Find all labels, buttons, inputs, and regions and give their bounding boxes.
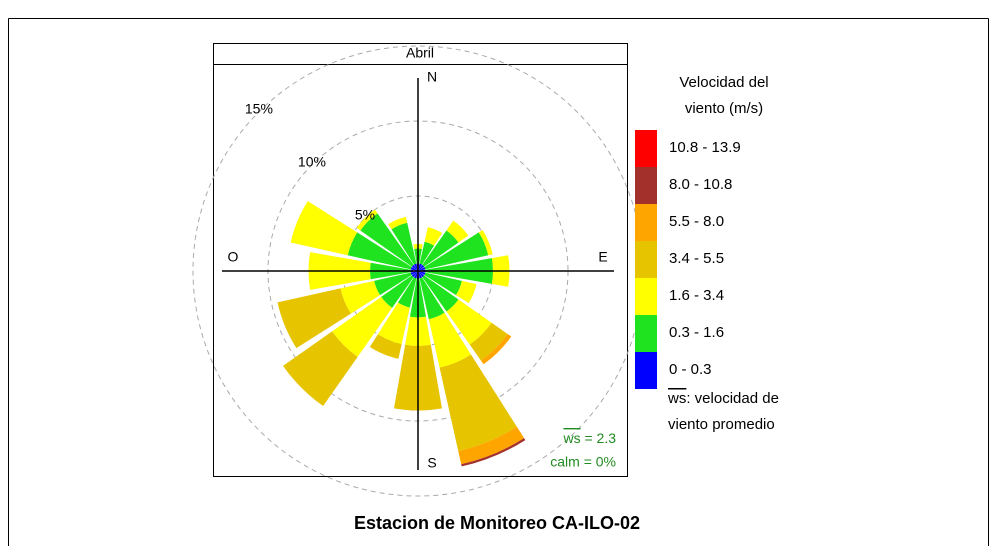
wedge-segment — [446, 299, 492, 345]
wedge-segment — [422, 275, 459, 312]
wedge-segment — [411, 264, 418, 271]
strip-title: Abril — [406, 45, 434, 61]
wedge-segment — [418, 271, 423, 279]
wedge-segment — [418, 263, 423, 271]
legend-label: 8.0 - 10.8 — [669, 176, 732, 193]
text: = 2.3 — [581, 430, 617, 446]
wedge-segment — [446, 220, 469, 243]
wedge-segment — [422, 230, 459, 267]
wedge-segment — [413, 263, 418, 271]
wedge-segment — [439, 354, 517, 452]
symbol: ws — [562, 430, 580, 446]
r-tick-label: 15% — [245, 101, 273, 117]
wedge-segment — [480, 333, 512, 365]
legend-swatch — [635, 204, 657, 241]
wedge-segment — [391, 222, 417, 265]
legend-swatch — [635, 130, 657, 167]
symbol: ws — [667, 390, 686, 407]
legend-swatch — [635, 241, 657, 278]
legend-title: Velocidad del — [679, 74, 768, 91]
legend-label: 5.5 - 8.0 — [669, 213, 724, 230]
legend-label: 0 - 0.3 — [669, 361, 712, 378]
legend-title: viento (m/s) — [685, 100, 763, 117]
wedge-segment — [377, 302, 410, 345]
r-tick-label: 10% — [298, 154, 326, 170]
wedge-segment — [469, 322, 508, 361]
wedge-segment — [458, 426, 525, 465]
wedge-segment — [428, 312, 472, 368]
legend-swatch — [635, 278, 657, 315]
wedge-segment — [413, 271, 418, 279]
wedge-segment — [419, 241, 435, 265]
mean-annotation: ws = 2.3 — [562, 430, 616, 446]
footer: Estacion de Monitoreo CA-ILO-02 — [354, 513, 640, 533]
direction-label: N — [427, 69, 437, 85]
legend-note: viento promedio — [668, 416, 775, 433]
direction-label: O — [228, 249, 239, 265]
wedge-segment — [410, 266, 418, 271]
legend-label: 10.8 - 13.9 — [669, 139, 741, 156]
wedge-segment — [381, 275, 414, 308]
wedge-segment — [374, 272, 412, 296]
wedge-segment — [411, 271, 418, 278]
wedge-segment — [478, 230, 493, 256]
wedge-segment — [332, 296, 393, 357]
plot: 5% 10% 15% N E S O — [192, 45, 644, 497]
wedge-segment — [290, 201, 358, 256]
calm-annotation: calm = 0% — [550, 454, 616, 470]
legend-swatch — [635, 315, 657, 352]
legend-swatch — [635, 167, 657, 204]
legend-label: 0.3 - 1.6 — [669, 324, 724, 341]
wedge-segment — [283, 331, 358, 406]
wedge-segment — [277, 288, 351, 349]
rest: : velocidad de — [686, 390, 779, 407]
legend-label: 1.6 - 3.4 — [669, 287, 724, 304]
wedge-segment — [418, 271, 426, 276]
direction-label: S — [427, 455, 436, 471]
wedge-segment — [369, 334, 402, 359]
wedge-segment — [356, 209, 378, 231]
wedge-segment — [360, 213, 414, 267]
wedge-segment — [461, 438, 526, 467]
wedge-segment — [347, 232, 412, 270]
wedge-segment — [340, 280, 381, 314]
r-tick-label: 5% — [355, 207, 375, 223]
wedge-segment — [419, 277, 445, 320]
wedge-segment — [424, 272, 462, 296]
wedge-segment — [418, 266, 426, 271]
wedge-segment — [418, 264, 425, 271]
wedge-segment — [397, 277, 417, 308]
legend-swatch — [635, 352, 657, 389]
wedge-segment — [455, 280, 477, 304]
direction-label: E — [598, 249, 607, 265]
legend-note: ws: velocidad de — [667, 390, 779, 407]
wedge-segment — [418, 271, 425, 278]
wedge-segment — [410, 271, 418, 276]
wedge-segment — [424, 232, 489, 270]
wedge-segment — [424, 227, 443, 246]
wedge-segment — [388, 216, 408, 230]
legend-label: 3.4 - 5.5 — [669, 250, 724, 267]
